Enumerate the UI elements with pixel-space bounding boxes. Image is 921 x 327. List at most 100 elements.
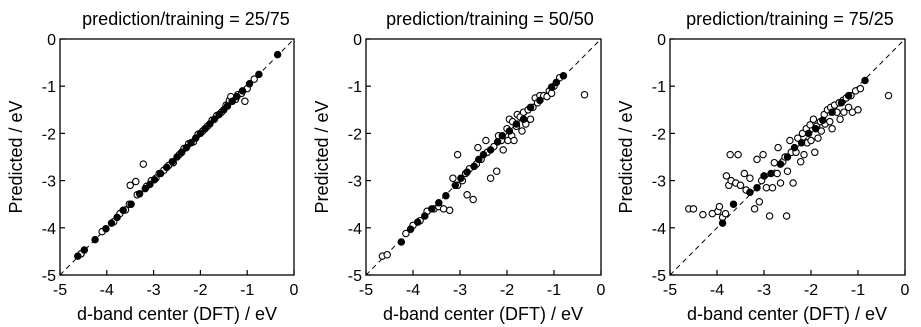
panel-3-open-point	[762, 183, 771, 192]
panel-2-open-point	[402, 229, 410, 238]
panel-2: prediction/training = 50/50 -5 -4 -3 -2 -1 0-…	[312, 9, 606, 324]
panel-1-filled-point	[210, 115, 219, 123]
panel-1-filled-point	[91, 235, 99, 244]
panel-2-y-axis-label: Predicted / eV	[312, 100, 332, 213]
panel-3-open-point	[726, 150, 734, 159]
panel-2-filled-point	[428, 205, 436, 213]
panel-3-open-point	[736, 181, 745, 190]
panel-1-open-point	[241, 97, 249, 106]
panel-3-open-point	[773, 169, 781, 178]
panel-2-open-point	[482, 136, 490, 145]
panel-3-open-point	[884, 91, 893, 100]
panel-2-open-point	[499, 146, 507, 154]
panel-1-filled-point	[150, 175, 159, 184]
panel-3-filled-point	[828, 108, 836, 116]
panel-3-open-point	[854, 106, 862, 114]
panel-2-open-point	[463, 191, 471, 199]
panel-3-open-point	[786, 136, 794, 145]
panel-3-y-tick-label: -2	[652, 126, 666, 143]
panel-2-x-tick-label: -1	[547, 282, 561, 299]
panel-1-marks	[59, 38, 295, 276]
panel-1-filled-point	[273, 50, 282, 59]
panel-1-filled-point	[107, 219, 116, 227]
panel-3-open-point	[689, 205, 698, 213]
panel-1-filled-point	[119, 206, 127, 215]
panel-2-filled-point	[413, 218, 422, 226]
panel-1-filled-point	[162, 163, 171, 172]
panel-1-filled-point	[168, 157, 177, 166]
panel-1-y-tick-label: -1	[42, 79, 56, 96]
panel-2-ticks: -5 -4 -3 -2 -1 0 -5 -4 -3 -2 -1 0	[348, 32, 606, 299]
panel-3-y-tick-label: -5	[652, 268, 666, 285]
panel-1-filled-point	[196, 129, 205, 138]
panel-2-plot-frame	[365, 38, 602, 276]
panel-3-x-tick-label: 0	[901, 282, 910, 299]
panel-1-ticks: -5 -4 -3 -2 -1 0 -5 -4 -3 -2 -1 0	[42, 32, 299, 299]
panel-1-filled-point	[141, 184, 149, 193]
panel-3-open-point	[828, 124, 836, 133]
panel-3-y-tick-label: -3	[652, 174, 666, 191]
panel-2-y-tick-label: -2	[348, 126, 362, 143]
panel-3-open-point	[753, 155, 761, 164]
panel-1-x-tick-label: -5	[53, 282, 67, 299]
panel-3-filled-point	[811, 124, 820, 133]
panel-2-x-tick-label: -3	[453, 282, 467, 299]
panel-3-open-point	[796, 157, 805, 166]
panel-3-filled-point	[861, 76, 869, 85]
panel-2-filled-point	[547, 83, 556, 91]
panel-3-filled-point	[837, 98, 846, 107]
panel-1-filled-point	[113, 213, 121, 222]
panel-2-filled-point	[505, 127, 514, 135]
panel-2-filled-point	[519, 115, 528, 123]
panel-1-filled-point	[156, 169, 165, 178]
panel-2-open-point	[526, 115, 535, 123]
panel-2-filled-point	[479, 150, 488, 159]
panel-3-open-point	[774, 143, 782, 152]
panel-1-filled-point	[255, 70, 263, 79]
panel-2-filled-point	[552, 78, 561, 87]
panel-3-x-tick-label: -5	[663, 282, 677, 299]
panel-2-filled-point	[397, 238, 406, 246]
panel-2-open-point	[547, 89, 556, 98]
panel-1-filled-point	[74, 252, 82, 260]
panel-2-filled-point	[406, 225, 415, 233]
panel-3-open-point	[811, 148, 819, 157]
panel-3-filled-point	[746, 188, 754, 197]
panel-3-open-point	[782, 212, 791, 220]
panel-3-open-point	[699, 210, 707, 219]
panel-3-y-tick-label: -4	[652, 221, 666, 238]
panel-3-open-point	[783, 167, 792, 175]
panel-2-open-point	[518, 127, 526, 135]
panel-3-filled-point	[797, 139, 806, 147]
panel-2-filled-point	[442, 191, 450, 200]
panel-3-open-point	[776, 179, 785, 187]
panel-1-open-point	[250, 75, 258, 83]
panel-3-filled-point	[767, 169, 775, 178]
panel-1-filled-point	[233, 92, 241, 101]
panel-1-filled-point	[238, 87, 247, 95]
panel-3-x-tick-label: -3	[757, 282, 771, 299]
panel-3-filled-point	[844, 91, 853, 100]
panel-1-y-tick-label: -3	[42, 174, 56, 191]
panel-3-filled-point	[819, 116, 827, 124]
panel-2-y-tick-label: -5	[348, 268, 362, 285]
panel-3-open-point	[750, 205, 759, 213]
panel-1-x-tick-label: -3	[146, 282, 160, 299]
panel-3-marks	[669, 38, 906, 276]
panel-3-y-tick-label: 0	[657, 32, 666, 49]
panel-2-open-point	[474, 143, 482, 152]
panel-2-filled-point	[475, 155, 483, 164]
panel-1-filled-point	[182, 143, 191, 152]
panel-1-filled-point	[146, 180, 154, 189]
panel-2-x-tick-label: -4	[406, 282, 420, 299]
panel-2-open-point	[383, 250, 391, 259]
panel-1-y-tick-label: 0	[47, 32, 56, 49]
panel-1-y-tick-label: -4	[42, 221, 56, 238]
panel-1-filled-point	[223, 102, 232, 110]
panel-3-filled-point	[753, 183, 761, 192]
panel-2-open-point	[580, 90, 589, 99]
panel-1-y-tick-label: -5	[42, 268, 56, 285]
panel-3-x-axis-label: d-band center (DFT) / eV	[687, 304, 887, 324]
panel-2-filled-point	[457, 174, 465, 182]
panel-1-filled-point	[127, 200, 135, 208]
